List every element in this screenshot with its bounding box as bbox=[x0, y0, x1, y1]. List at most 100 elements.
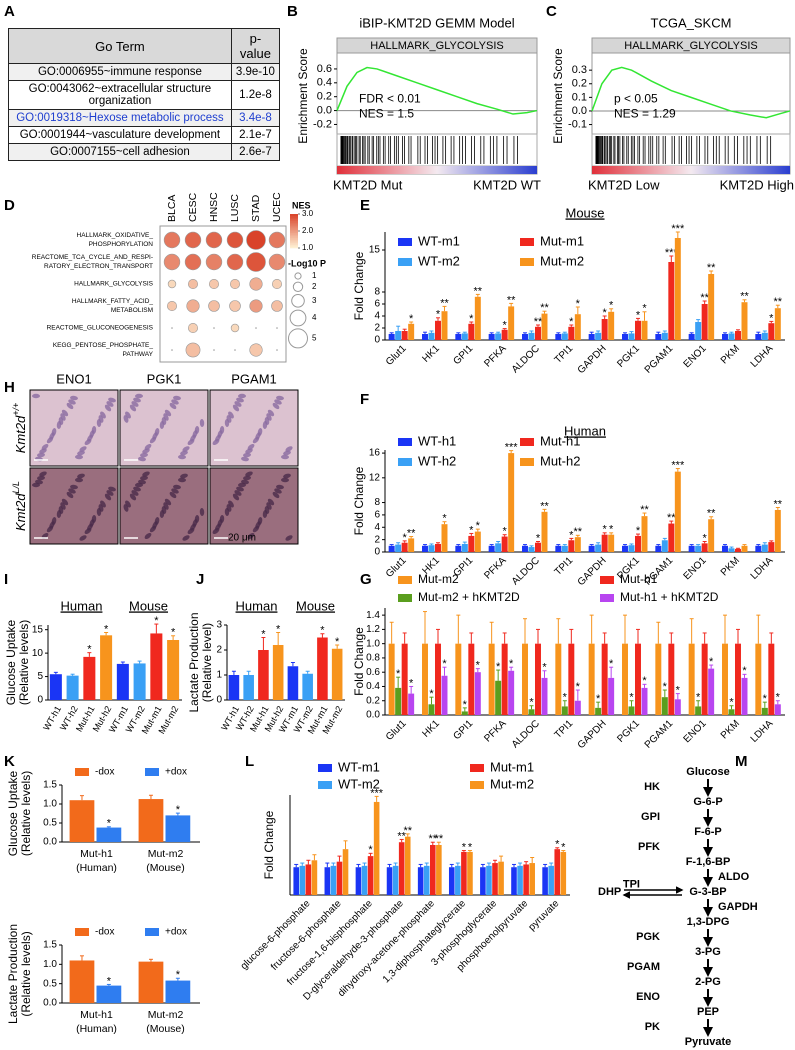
significance: * bbox=[496, 661, 501, 673]
color-scale bbox=[290, 234, 298, 237]
row-label-sup: +/+ bbox=[11, 403, 21, 416]
bar bbox=[299, 865, 306, 895]
nucleus bbox=[66, 402, 74, 410]
significance: ** bbox=[700, 292, 709, 304]
row-label: REACTOME_TCA_CYCLE_AND_RESPI- bbox=[32, 254, 153, 261]
legend-label: Mut-h1 + hKMT2D bbox=[620, 590, 719, 604]
column-label: UCEC bbox=[271, 192, 283, 222]
nucleus bbox=[68, 488, 76, 494]
bubble bbox=[249, 299, 263, 313]
legend-swatch bbox=[398, 576, 412, 584]
y-tick-label: 0.0 bbox=[317, 104, 332, 116]
significance: * bbox=[368, 844, 373, 856]
significance: ** bbox=[667, 512, 676, 524]
nucleus bbox=[61, 498, 69, 506]
bar bbox=[49, 674, 62, 700]
bar bbox=[735, 548, 741, 552]
significance: * bbox=[107, 818, 112, 830]
bar bbox=[498, 861, 504, 895]
row-label: PATHWAY bbox=[123, 351, 154, 358]
bottom-label: KMT2D High bbox=[720, 177, 794, 192]
bar bbox=[355, 867, 362, 895]
nucleus bbox=[100, 411, 106, 419]
color-scale bbox=[290, 229, 298, 232]
bubble bbox=[188, 278, 199, 289]
x-tick-label: Mut-h1 (Human) bbox=[76, 848, 117, 874]
bar bbox=[404, 836, 411, 895]
nucleus bbox=[247, 532, 255, 540]
image-column-label: PGK1 bbox=[147, 371, 182, 386]
x-tick-label: pyruvate bbox=[527, 898, 562, 933]
nucleus bbox=[104, 404, 112, 412]
size-key bbox=[289, 309, 307, 327]
x-tick-line: (Human) bbox=[76, 1023, 117, 1035]
nucleus bbox=[108, 486, 116, 492]
bar bbox=[701, 543, 708, 552]
nucleus bbox=[144, 443, 152, 451]
bar bbox=[455, 334, 462, 340]
y-tick-label: 15 bbox=[369, 245, 381, 256]
bar bbox=[755, 334, 762, 340]
nucleus bbox=[159, 421, 165, 429]
bar bbox=[461, 851, 467, 895]
table-cell: 3.9e-10 bbox=[230, 63, 281, 81]
nucleus bbox=[178, 477, 186, 483]
bar bbox=[508, 306, 515, 340]
table-cell: GO:0043062~extracellular structure organ… bbox=[8, 80, 232, 110]
significance: * bbox=[636, 525, 641, 537]
bar bbox=[474, 672, 481, 715]
significance: ** bbox=[440, 297, 449, 309]
nucleus bbox=[180, 450, 188, 456]
nucleus bbox=[212, 438, 220, 446]
significance: * bbox=[642, 675, 647, 687]
bubble bbox=[249, 343, 263, 357]
bar bbox=[461, 333, 468, 340]
y-axis-label: Fold Change bbox=[352, 627, 366, 696]
legend-label: Mut-m2 + hKMT2D bbox=[418, 590, 520, 604]
metabolite: PEP bbox=[697, 1006, 719, 1018]
legend-label: Mut-m1 bbox=[540, 233, 584, 248]
empty-dot bbox=[234, 349, 236, 351]
bar bbox=[761, 707, 768, 715]
bar bbox=[386, 867, 393, 895]
bar bbox=[401, 643, 408, 715]
nucleus bbox=[228, 500, 234, 508]
bar bbox=[408, 538, 415, 552]
nucleus bbox=[104, 493, 112, 501]
nucleus bbox=[149, 436, 157, 444]
nucleus bbox=[241, 479, 249, 485]
bar bbox=[330, 865, 337, 895]
legend-swatch bbox=[318, 781, 332, 789]
y-tick-label: 0.6 bbox=[317, 63, 332, 75]
table-cell: GO:0019318~Hexose metabolic process bbox=[8, 109, 232, 127]
significance: * bbox=[576, 681, 581, 693]
bubble bbox=[271, 300, 283, 312]
bar bbox=[722, 334, 728, 340]
significance: * bbox=[176, 804, 181, 816]
bar bbox=[768, 643, 775, 715]
significance: * bbox=[442, 658, 447, 670]
panel-letter: E bbox=[360, 197, 370, 214]
panel-letter: G bbox=[360, 571, 372, 588]
nucleus bbox=[173, 395, 181, 401]
nucleus bbox=[123, 504, 129, 512]
y-tick-label: 8 bbox=[374, 497, 380, 508]
side-metabolite: DHP bbox=[598, 886, 621, 898]
y-tick-label: 0 bbox=[374, 335, 380, 346]
y-axis-label: (Relative level) bbox=[200, 623, 214, 702]
bar bbox=[568, 643, 575, 715]
nucleus bbox=[70, 395, 78, 401]
bar bbox=[535, 326, 541, 340]
significance: * bbox=[742, 665, 747, 677]
significance: * bbox=[87, 644, 92, 656]
significance: ** bbox=[407, 527, 416, 539]
nucleus bbox=[56, 421, 62, 429]
bar bbox=[417, 867, 424, 895]
legend-label: Mut-m2 bbox=[540, 253, 584, 268]
nucleus bbox=[272, 402, 280, 410]
nucleus bbox=[283, 473, 291, 479]
nucleus bbox=[35, 479, 43, 485]
bar bbox=[392, 865, 399, 895]
nucleus bbox=[243, 452, 251, 458]
panel-letter: B bbox=[287, 3, 298, 20]
